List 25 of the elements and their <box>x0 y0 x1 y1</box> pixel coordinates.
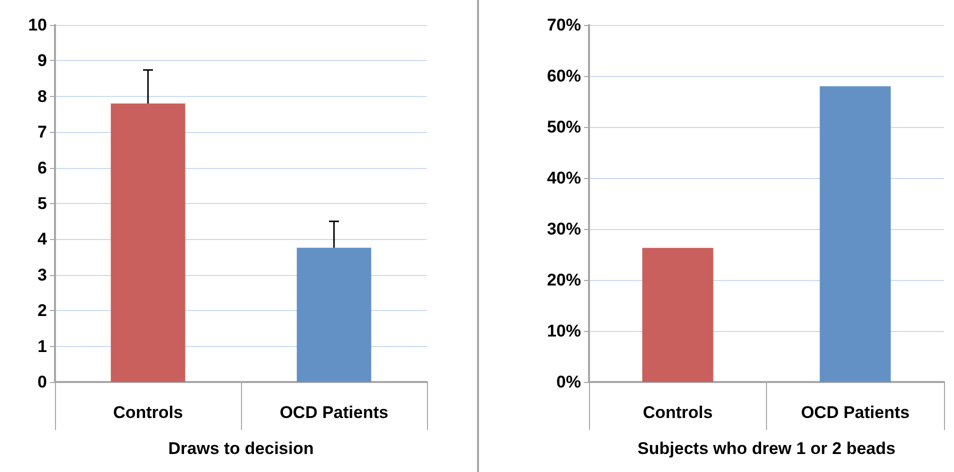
y-tick-label: 1 <box>38 336 47 356</box>
x-axis-title: Draws to decision <box>168 439 314 458</box>
y-tick-label: 4 <box>38 230 48 249</box>
y-tick-label: 10 <box>28 16 47 34</box>
y-tick-label: 40% <box>546 168 581 188</box>
y-tick-label: 2 <box>38 301 47 320</box>
y-tick-label: 50% <box>546 118 581 136</box>
y-tick-label: 0 <box>38 372 47 392</box>
x-tick-label: Controls <box>113 403 183 422</box>
y-tick-label: 9 <box>38 51 47 70</box>
y-tick-label: 60% <box>546 66 581 86</box>
y-tick-label: 10% <box>546 322 581 340</box>
x-tick-label: OCD Patients <box>280 403 388 422</box>
x-axis-title: Subjects who drew 1 or 2 beads <box>638 439 896 458</box>
y-tick-label: 5 <box>38 194 47 213</box>
x-tick-label: Controls <box>642 403 713 422</box>
x-tick-label: OCD Patients <box>800 403 910 422</box>
y-tick-label: 20% <box>546 270 581 290</box>
y-tick-label: 7 <box>38 122 47 142</box>
y-tick-label: 70% <box>546 16 581 34</box>
y-tick-label: 0% <box>556 372 581 392</box>
y-tick-label: 3 <box>38 265 47 284</box>
y-tick-label: 8 <box>38 86 47 106</box>
y-tick-label: 30% <box>546 220 581 238</box>
y-tick-label: 6 <box>38 158 47 178</box>
